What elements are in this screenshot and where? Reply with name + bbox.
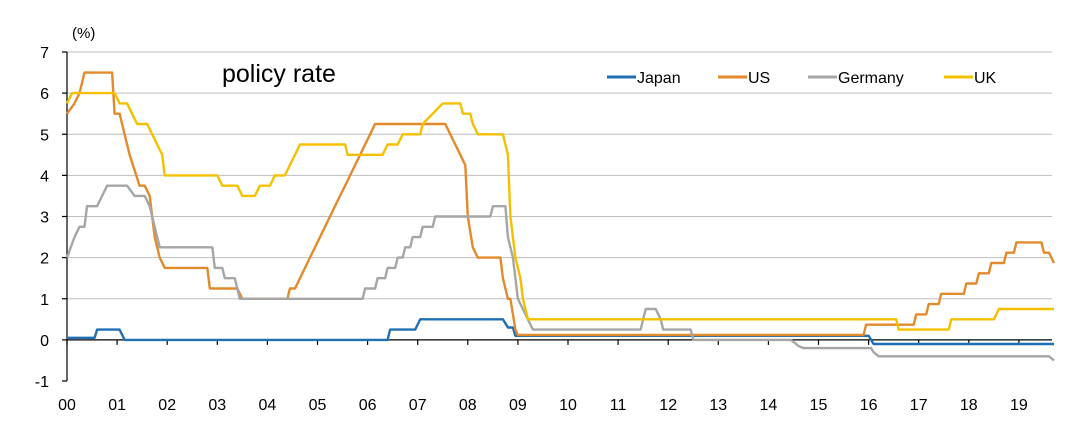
x-tick-label: 15 (810, 397, 828, 414)
x-tick-label: 13 (709, 397, 727, 414)
legend-label-us: US (748, 70, 770, 87)
x-tick-label: 08 (459, 397, 477, 414)
x-tick-label: 01 (108, 397, 126, 414)
y-tick-label: 3 (40, 210, 49, 227)
x-tick-label: 14 (760, 397, 778, 414)
x-tick-label: 19 (1010, 397, 1028, 414)
y-tick-label: -1 (35, 374, 49, 391)
legend-label-japan: Japan (637, 70, 681, 87)
y-tick-labels: 7 6 5 4 3 2 1 0 -1 (35, 45, 49, 391)
y-tick-label: 4 (40, 168, 49, 185)
y-axis-unit-label: (%) (72, 25, 95, 42)
x-tick-label: 11 (610, 397, 627, 414)
x-tick-label: 03 (208, 397, 226, 414)
x-tick-label: 07 (409, 397, 427, 414)
legend: Japan US Germany UK (607, 70, 997, 87)
series-line-uk (65, 91, 1054, 331)
x-tick-label: 09 (509, 397, 527, 414)
x-tick-label: 00 (58, 397, 76, 414)
legend-label-germany: Germany (838, 70, 904, 87)
chart-title: policy rate (222, 60, 336, 88)
y-tick-label: 7 (40, 45, 49, 62)
x-tick-label: 10 (559, 397, 577, 414)
x-tick-label: 04 (259, 397, 277, 414)
y-tick-label: 2 (40, 251, 49, 268)
x-tick-label: 18 (960, 397, 978, 414)
x-tick-labels: 00 01 02 03 04 05 06 07 08 09 10 11 12 13 14 15 16 17 18 19 (58, 397, 1028, 414)
y-tick-label: 6 (40, 86, 49, 103)
series-line-germany (65, 184, 1055, 362)
series-line-us (66, 71, 1056, 337)
series-lines (65, 71, 1056, 362)
y-tick-label: 1 (40, 292, 49, 309)
x-tick-label: 06 (359, 397, 377, 414)
y-tick-label: 0 (40, 333, 49, 350)
y-tick-label: 5 (40, 127, 49, 144)
x-tick-label: 17 (910, 397, 928, 414)
x-tick-label: 16 (860, 397, 878, 414)
gridlines (67, 51, 1052, 300)
x-tick-label: 05 (309, 397, 327, 414)
x-tick-label: 02 (158, 397, 176, 414)
legend-label-uk: UK (974, 70, 997, 87)
x-tick-label: 12 (659, 397, 677, 414)
